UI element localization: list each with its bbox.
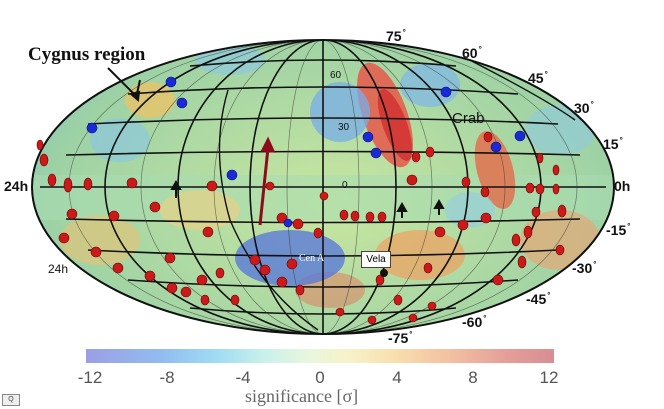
inner-lat-0: 0 [342,180,348,191]
sky-outline [31,39,615,335]
cb-tick: -8 [159,368,175,387]
vela-label: Vela [361,251,391,268]
cb-tick: 0 [315,368,325,387]
inner-lat-60: 60 [330,70,342,81]
ra-0h: 0h [614,178,631,194]
lat-m60: -60° [462,314,487,330]
red-sources [36,131,567,325]
colorbar-label: significance [σ] [245,386,359,406]
lat-m15: -15° [606,222,631,238]
lat-m45: -45° [526,291,551,307]
arrows [107,67,445,218]
ra-24h-lower: 24h [48,262,69,276]
colorbar [86,349,554,363]
cygnus-region-label: Cygnus region [28,44,146,65]
lat-30: 30° [574,100,594,116]
cb-tick: 8 [468,368,478,387]
cen-a-arrow [258,136,276,226]
lat-15: 15° [603,136,623,152]
ra-24h-equator: 24h [4,178,29,194]
cb-tick: 4 [392,368,402,387]
magnify-icon[interactable]: Q [2,394,20,406]
lat-60: 60° [462,45,482,61]
lat-m30: -30° [572,260,597,276]
lat-m75: -75° [388,330,413,346]
inner-lat-30: 30 [338,122,350,133]
cb-tick: -12 [77,368,103,387]
cen-a-label: Cen A [299,253,325,264]
lat-45: 45° [528,70,548,86]
blue-sources [86,76,526,228]
dark-marker [380,269,388,277]
cb-tick: -4 [235,368,251,387]
crab-label: Crab [452,110,485,127]
lat-75: 75° [386,28,406,44]
cb-tick: 12 [539,368,559,387]
